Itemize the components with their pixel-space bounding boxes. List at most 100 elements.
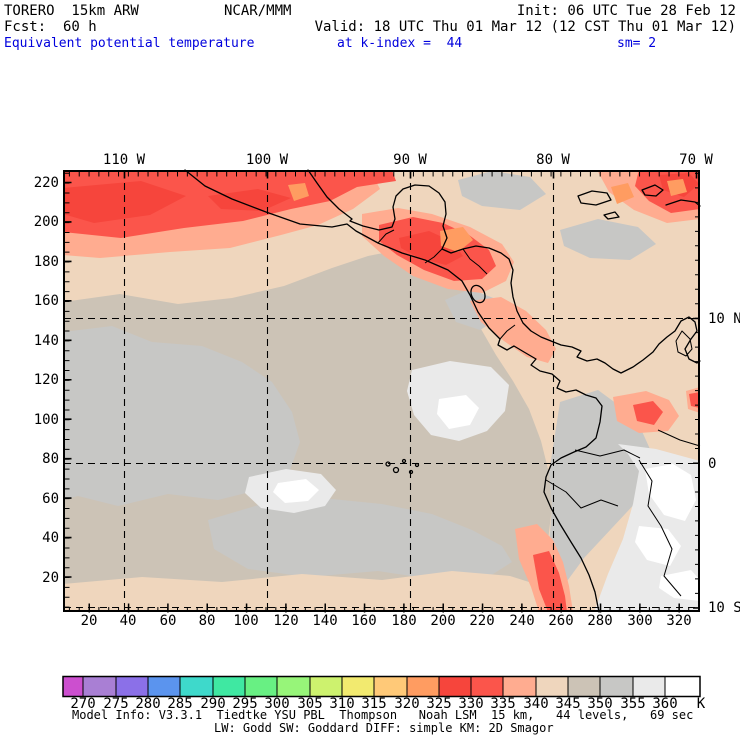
contour-region	[440, 227, 473, 252]
colorbar-cell	[438, 676, 472, 697]
contour-region	[437, 395, 479, 429]
colorbar-cell	[276, 676, 311, 697]
x-tick-label: 320	[666, 613, 691, 629]
contour-region	[659, 570, 700, 601]
top-axis-labels: 110 W 100 W 90 W 80 W 70 W	[103, 152, 714, 168]
colorbar-label: 310	[329, 696, 354, 712]
y-tick-label: 180	[34, 254, 59, 270]
colorbar-label: 275	[103, 696, 128, 712]
contour-region	[470, 297, 556, 363]
colorbar-cell	[341, 676, 375, 697]
y-tick-label: 80	[42, 451, 59, 467]
x-tick-label: 280	[587, 613, 612, 629]
colorbar-cell	[115, 676, 149, 697]
contour-region	[633, 401, 663, 425]
x-tick-label: 240	[509, 613, 534, 629]
colorbar: 270 275 280 285 290 295 300 305 310 315 …	[62, 675, 706, 712]
contour-region	[458, 171, 546, 210]
contour-region	[288, 183, 309, 201]
colorbar-cell	[632, 676, 666, 697]
contour-region	[273, 479, 319, 503]
colorbar-cell	[82, 676, 117, 697]
latlon-grid	[64, 171, 699, 611]
y-tick-label: 100	[34, 412, 59, 428]
x-tick-label: 200	[430, 613, 455, 629]
physics-info-line: LW: Godd SW: Goddard DIFF: simple KM: 2D…	[214, 721, 554, 735]
x-tick-label: 160	[351, 613, 376, 629]
colorbar-cell	[147, 676, 181, 697]
colorbar-cell	[664, 676, 701, 697]
colorbar-cell	[535, 676, 569, 697]
x-tick-label: 60	[160, 613, 177, 629]
contour-region	[667, 179, 687, 196]
y-tick-label: 160	[34, 293, 59, 309]
colorbar-label: 300	[264, 696, 289, 712]
colorbar-label: 295	[232, 696, 257, 712]
model-name: TORERO 15km ARW	[4, 3, 139, 19]
lat-tick-label: 10 S	[708, 600, 740, 616]
contour-region	[645, 464, 696, 521]
colorbar-cell	[599, 676, 634, 697]
colorbar-label: 285	[167, 696, 192, 712]
x-tick-label: 260	[548, 613, 573, 629]
contour-region	[611, 183, 634, 204]
colorbar-label: 360	[652, 696, 677, 712]
colorbar-label: 305	[297, 696, 322, 712]
colorbar-label: 340	[523, 696, 548, 712]
colorbar-cell	[373, 676, 408, 697]
colorbar-label: 280	[135, 696, 160, 712]
field-title: Equivalent potential temperature	[4, 36, 255, 51]
colorbar-cell	[309, 676, 343, 697]
colorbar-label: 290	[200, 696, 225, 712]
colorbar-unit: K	[697, 696, 706, 712]
lon-tick-label: 90 W	[393, 152, 427, 168]
colorbar-cell	[179, 676, 214, 697]
colorbar-label: 350	[587, 696, 612, 712]
x-tick-label: 180	[391, 613, 416, 629]
x-tick-label: 140	[312, 613, 337, 629]
colorbar-label: 315	[361, 696, 386, 712]
contour-region	[208, 189, 291, 211]
init-time: Init: 06 UTC Tue 28 Feb 12	[516, 3, 736, 19]
colorbar-label: 345	[555, 696, 580, 712]
right-axis-labels: 10 N 0 10 S	[708, 311, 740, 616]
colorbar-label: 355	[620, 696, 645, 712]
bottom-axis-labels: 20 40 60 80 100 120 140 160 180 200 220 …	[81, 613, 692, 629]
model-info-line: Model Info: V3.3.1 Tiedtke YSU PBL Thomp…	[72, 708, 694, 722]
map-frame	[63, 170, 700, 613]
level-label: at k-index = 44	[337, 36, 463, 51]
colorbar-label: 335	[490, 696, 515, 712]
contour-region	[548, 390, 654, 588]
y-tick-label: 40	[42, 530, 59, 546]
left-axis-labels: 220 200 180 160 140 120 100 80 60 40 20	[34, 175, 59, 586]
contour-fills	[63, 170, 700, 612]
colorbar-label: 330	[458, 696, 483, 712]
colorbar-label: 320	[394, 696, 419, 712]
x-tick-label: 40	[120, 613, 137, 629]
x-tick-label: 120	[273, 613, 298, 629]
contour-region	[63, 326, 300, 506]
map-plot: 110 W 100 W 90 W 80 W 70 W 220 200 180 1…	[34, 152, 740, 712]
lat-tick-label: 0	[708, 456, 716, 472]
colorbar-label: 270	[70, 696, 95, 712]
forecast-hour: Fcst: 60 h	[4, 19, 97, 35]
y-tick-label: 220	[34, 175, 59, 191]
x-tick-label: 20	[81, 613, 98, 629]
center-name: NCAR/MMM	[224, 3, 292, 19]
y-tick-label: 140	[34, 333, 59, 349]
lat-tick-label: 10 N	[708, 311, 740, 327]
contour-region	[689, 392, 700, 408]
y-tick-label: 120	[34, 372, 59, 388]
colorbar-cell	[470, 676, 504, 697]
lon-tick-label: 110 W	[103, 152, 146, 168]
lon-tick-label: 80 W	[536, 152, 570, 168]
colorbar-label: 325	[426, 696, 451, 712]
y-tick-label: 20	[42, 570, 59, 586]
contour-region	[63, 571, 566, 612]
colorbar-cell	[62, 676, 84, 697]
x-tick-label: 100	[233, 613, 258, 629]
x-tick-label: 80	[199, 613, 216, 629]
coastlines	[184, 169, 701, 613]
contour-region	[533, 551, 567, 612]
